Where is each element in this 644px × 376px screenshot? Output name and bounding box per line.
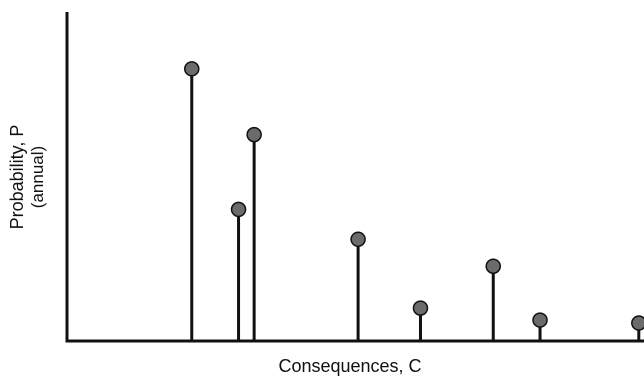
data-point-5 <box>412 300 429 316</box>
x-axis-label: Consequences, C <box>278 356 422 376</box>
data-point-7 <box>532 312 548 328</box>
data-point-4 <box>350 231 366 248</box>
data-point-1 <box>184 61 200 77</box>
data-point-6 <box>485 258 502 274</box>
y-axis-label-line1: Probability, P <box>7 124 27 230</box>
axes <box>65 12 644 343</box>
y-axis-label: Probability, P (annual) <box>6 82 56 272</box>
data-point-2 <box>230 201 247 218</box>
data-marks <box>184 61 644 341</box>
data-point-8 <box>631 315 644 331</box>
data-point-3 <box>246 126 262 143</box>
y-axis-label-line2: (annual) <box>28 145 47 209</box>
